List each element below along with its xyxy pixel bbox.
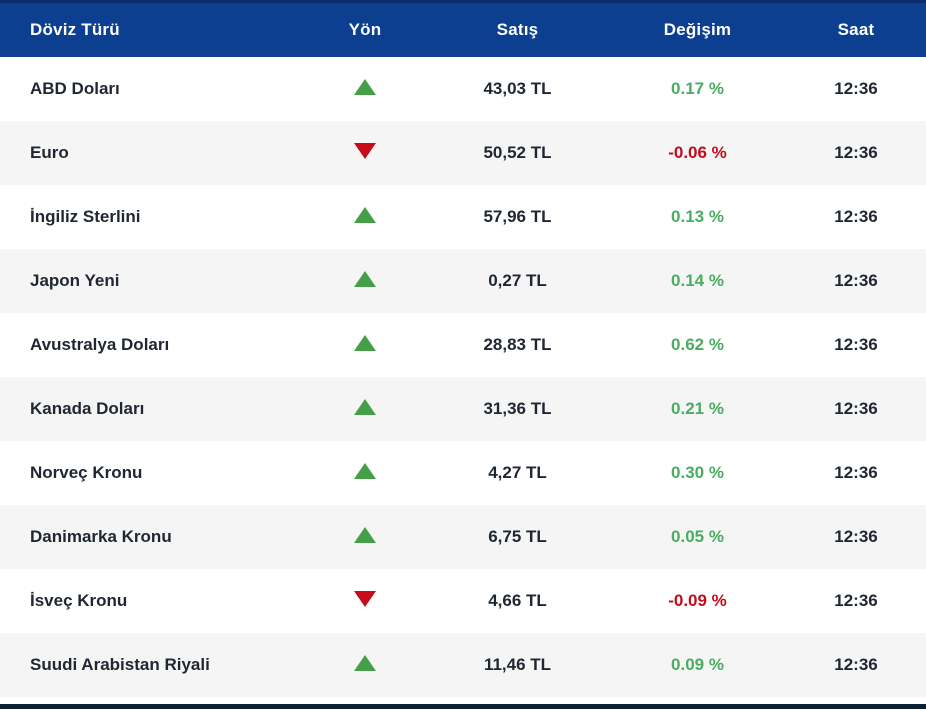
change-percent: -0.06 % (668, 143, 727, 162)
update-time: 12:36 (834, 655, 878, 674)
update-time: 12:36 (834, 399, 878, 418)
change-percent: 0.62 % (671, 335, 724, 354)
update-time: 12:36 (834, 271, 878, 290)
update-time: 12:36 (834, 79, 878, 98)
up-arrow-icon (354, 526, 376, 543)
sell-price: 4,27 TL (488, 463, 547, 482)
update-time: 12:36 (834, 207, 878, 226)
down-arrow-icon (354, 590, 376, 607)
currency-name: Japon Yeni (30, 271, 120, 290)
direction-cell (290, 462, 440, 484)
change-percent: 0.30 % (671, 463, 724, 482)
sell-price: 4,66 TL (488, 591, 547, 610)
direction-cell (290, 526, 440, 548)
footer-accent-bar (0, 704, 926, 709)
sell-price: 6,75 TL (488, 527, 547, 546)
currency-name: Avustralya Doları (30, 335, 170, 354)
up-arrow-icon (354, 462, 376, 479)
direction-cell (290, 654, 440, 676)
sell-price: 50,52 TL (483, 143, 552, 162)
table-row: ABD Doları 43,03 TL 0.17 % 12:36 (0, 57, 926, 121)
currency-name: İngiliz Sterlini (30, 207, 141, 226)
column-header-time: Saat (837, 20, 875, 39)
direction-cell (290, 334, 440, 356)
up-arrow-icon (354, 270, 376, 287)
direction-cell (290, 590, 440, 612)
change-percent: 0.09 % (671, 655, 724, 674)
update-time: 12:36 (834, 463, 878, 482)
direction-cell (290, 398, 440, 420)
currency-name: ABD Doları (30, 79, 120, 98)
sell-price: 31,36 TL (483, 399, 552, 418)
up-arrow-icon (354, 398, 376, 415)
sell-price: 57,96 TL (483, 207, 552, 226)
direction-cell (290, 142, 440, 164)
currency-name: Kanada Doları (30, 399, 145, 418)
table-row: Norveç Kronu 4,27 TL 0.30 % 12:36 (0, 441, 926, 505)
sell-price: 43,03 TL (483, 79, 552, 98)
direction-cell (290, 206, 440, 228)
table-row: Suudi Arabistan Riyali 11,46 TL 0.09 % 12:3… (0, 633, 926, 697)
direction-cell (290, 270, 440, 292)
column-header-currency-type: Döviz Türü (30, 20, 120, 39)
change-percent: 0.21 % (671, 399, 724, 418)
change-percent: 0.13 % (671, 207, 724, 226)
table-row: Danimarka Kronu 6,75 TL 0.05 % 12:36 (0, 505, 926, 569)
up-arrow-icon (354, 78, 376, 95)
table-header-row: Döviz Türü Yön Satış Değişim Saat (0, 0, 926, 57)
column-header-change: Değişim (663, 20, 732, 39)
up-arrow-icon (354, 654, 376, 671)
update-time: 12:36 (834, 591, 878, 610)
table-row: İsveç Kronu 4,66 TL -0.09 % 12:36 (0, 569, 926, 633)
currency-name: Suudi Arabistan Riyali (30, 655, 210, 674)
footer-gap (0, 697, 926, 704)
currency-name: İsveç Kronu (30, 591, 128, 610)
update-time: 12:36 (834, 143, 878, 162)
up-arrow-icon (354, 206, 376, 223)
change-percent: -0.09 % (668, 591, 727, 610)
change-percent: 0.14 % (671, 271, 724, 290)
table-row: Kanada Doları 31,36 TL 0.21 % 12:36 (0, 377, 926, 441)
table-row: Avustralya Doları 28,83 TL 0.62 % 12:36 (0, 313, 926, 377)
table-row: Japon Yeni 0,27 TL 0.14 % 12:36 (0, 249, 926, 313)
currency-name: Danimarka Kronu (30, 527, 172, 546)
column-header-sell-price: Satış (496, 20, 539, 39)
down-arrow-icon (354, 142, 376, 159)
sell-price: 28,83 TL (483, 335, 552, 354)
sell-price: 0,27 TL (488, 271, 547, 290)
table-row: Euro 50,52 TL -0.06 % 12:36 (0, 121, 926, 185)
change-percent: 0.17 % (671, 79, 724, 98)
table-row: İngiliz Sterlini 57,96 TL 0.13 % 12:36 (0, 185, 926, 249)
up-arrow-icon (354, 334, 376, 351)
table-body: ABD Doları 43,03 TL 0.17 % 12:36 Euro 50,52 T… (0, 57, 926, 697)
currency-name: Euro (30, 143, 69, 162)
sell-price: 11,46 TL (483, 655, 552, 674)
update-time: 12:36 (834, 527, 878, 546)
update-time: 12:36 (834, 335, 878, 354)
column-header-direction: Yön (348, 20, 382, 39)
change-percent: 0.05 % (671, 527, 724, 546)
currency-name: Norveç Kronu (30, 463, 143, 482)
direction-cell (290, 78, 440, 100)
